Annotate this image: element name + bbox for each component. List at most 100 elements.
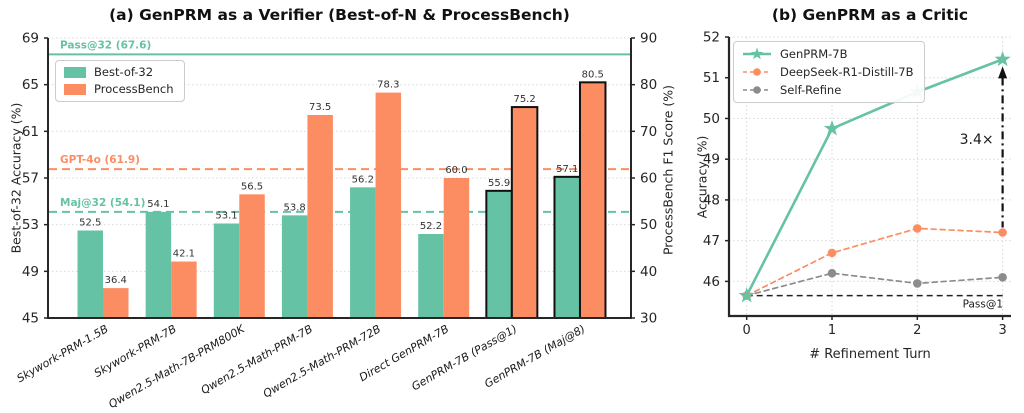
genprm-line-swatch: [743, 47, 771, 60]
bar-best-of-32: [281, 215, 308, 318]
bar-best-of-32: [145, 211, 172, 318]
bar-processbench: [239, 194, 265, 318]
right-y-tick-label: 70: [640, 124, 657, 140]
legend-item-genprm: GenPRM-7B: [742, 47, 914, 61]
star-marker: [738, 287, 755, 303]
critic-y-tick-label: 48: [703, 192, 720, 208]
reference-line-label: GPT-4o (61.9): [60, 154, 140, 166]
reference-line-label: Pass@32 (67.6): [60, 39, 151, 51]
verifier-legend: Best-of-32 ProcessBench: [55, 60, 185, 102]
bar-processbench: [171, 261, 197, 318]
bar-best-of-32: [350, 187, 376, 318]
circle-marker: [998, 273, 1007, 282]
left-y-tick-label: 65: [22, 77, 39, 93]
legend-label-best-of-32: Best-of-32: [94, 65, 154, 79]
arrow-head: [998, 66, 1008, 79]
left-y-tick-label: 45: [22, 311, 39, 327]
deepseek-line-swatch: [743, 68, 771, 76]
bar-best-of-32: [418, 234, 444, 318]
circle-marker: [827, 268, 837, 278]
critic-x-tick-label: 2: [913, 323, 921, 338]
legend-item-deepseek: DeepSeek-R1-Distill-7B: [742, 65, 914, 79]
bar-processbench: [307, 115, 333, 318]
series-line: [745, 58, 1004, 297]
bar-best-of-32: [77, 230, 103, 318]
circle-marker: [998, 228, 1007, 237]
verifier-chart-title: (a) GenPRM as a Verifier (Best-of-N & Pr…: [109, 6, 570, 24]
legend-item-best-of-32: Best-of-32: [64, 66, 174, 79]
legend-label-self-refine: Self-Refine: [780, 82, 842, 97]
bar-value-label: 53.8: [284, 202, 306, 213]
right-y-tick-label: 30: [640, 311, 657, 327]
best-of-32-swatch: [64, 67, 86, 78]
critic-x-tick-label: 3: [998, 323, 1006, 338]
left-y-tick-label: 49: [22, 264, 39, 280]
pass1-label: Pass@1: [963, 299, 1003, 311]
legend-item-processbench: ProcessBench: [64, 83, 174, 96]
left-y-tick-label: 61: [22, 124, 39, 140]
legend-item-self-refine: Self-Refine: [742, 83, 914, 97]
critic-x-tick-label: 0: [743, 323, 751, 338]
bar-value-label: 53.1: [215, 211, 237, 222]
bar-value-label: 36.4: [105, 275, 127, 286]
bar-best-of-32: [553, 175, 581, 319]
left-y-tick-label: 69: [22, 31, 39, 47]
critic-y-axis-label: Accuracy (%): [694, 135, 710, 219]
processbench-swatch: [64, 84, 86, 95]
x-category-label: Qwen2.5-Math-PRM-7B: [199, 322, 315, 397]
legend-label-genprm: GenPRM-7B: [780, 46, 848, 61]
circle-marker: [913, 224, 922, 233]
left-y-tick-label: 57: [22, 171, 39, 187]
bar-best-of-32: [213, 223, 240, 318]
critic-x-axis-label: # Refinement Turn: [809, 347, 931, 362]
bar-value-label: 52.5: [79, 218, 101, 229]
bar-value-label: 80.5: [582, 69, 604, 80]
bar-best-of-32: [485, 189, 513, 319]
bar-value-label: 56.5: [241, 181, 263, 192]
critic-chart-title: (b) GenPRM as a Critic: [771, 6, 969, 24]
legend-label-processbench: ProcessBench: [94, 82, 174, 96]
bar-value-label: 56.2: [352, 174, 374, 185]
critic-y-tick-label: 52: [703, 30, 720, 46]
improvement-annotation: 3.4×: [960, 132, 994, 148]
bar-value-label: 55.9: [488, 178, 510, 189]
critic-y-tick-label: 51: [703, 70, 720, 86]
bar-value-label: 60.0: [445, 165, 467, 176]
legend-label-deepseek: DeepSeek-R1-Distill-7B: [780, 64, 914, 79]
bar-value-label: 52.2: [420, 221, 442, 232]
circle-marker: [913, 279, 922, 288]
critic-x-tick-label: 1: [828, 323, 836, 338]
critic-y-tick-label: 47: [703, 233, 720, 249]
bar-value-label: 42.1: [173, 249, 195, 260]
star-marker: [994, 50, 1011, 67]
critic-legend: GenPRM-7B DeepSeek-R1-Distill-7B Self-Re…: [733, 41, 925, 103]
series-line: [745, 227, 1004, 297]
self-refine-line-swatch: [743, 86, 771, 94]
right-y-tick-label: 60: [640, 171, 657, 187]
bar-processbench: [375, 92, 402, 318]
bar-processbench: [103, 288, 129, 318]
series-line: [745, 272, 1004, 297]
bar-processbench: [510, 106, 539, 319]
circle-marker: [827, 248, 837, 258]
critic-y-tick-label: 50: [703, 111, 720, 127]
verifier-left-y-axis-label: Best-of-32 Accuracy (%): [8, 102, 24, 254]
star-marker: [823, 120, 841, 136]
bar-value-label: 57.1: [556, 164, 578, 175]
right-y-tick-label: 90: [640, 31, 657, 47]
left-y-tick-label: 53: [22, 217, 39, 233]
x-category-label: Qwen2.5-Math-7B-PRM800K: [106, 322, 247, 411]
right-y-tick-label: 50: [640, 217, 657, 233]
bar-value-label: 73.5: [309, 102, 331, 113]
bar-processbench: [443, 178, 470, 318]
bar-processbench: [578, 81, 607, 320]
bar-value-label: 54.1: [147, 199, 169, 210]
critic-y-tick-label: 49: [703, 152, 720, 168]
bar-value-label: 78.3: [377, 80, 399, 91]
reference-line-label: Maj@32 (54.1): [60, 197, 145, 209]
right-y-tick-label: 40: [640, 264, 657, 280]
bar-value-label: 75.2: [513, 94, 535, 105]
right-y-tick-label: 80: [640, 77, 657, 93]
